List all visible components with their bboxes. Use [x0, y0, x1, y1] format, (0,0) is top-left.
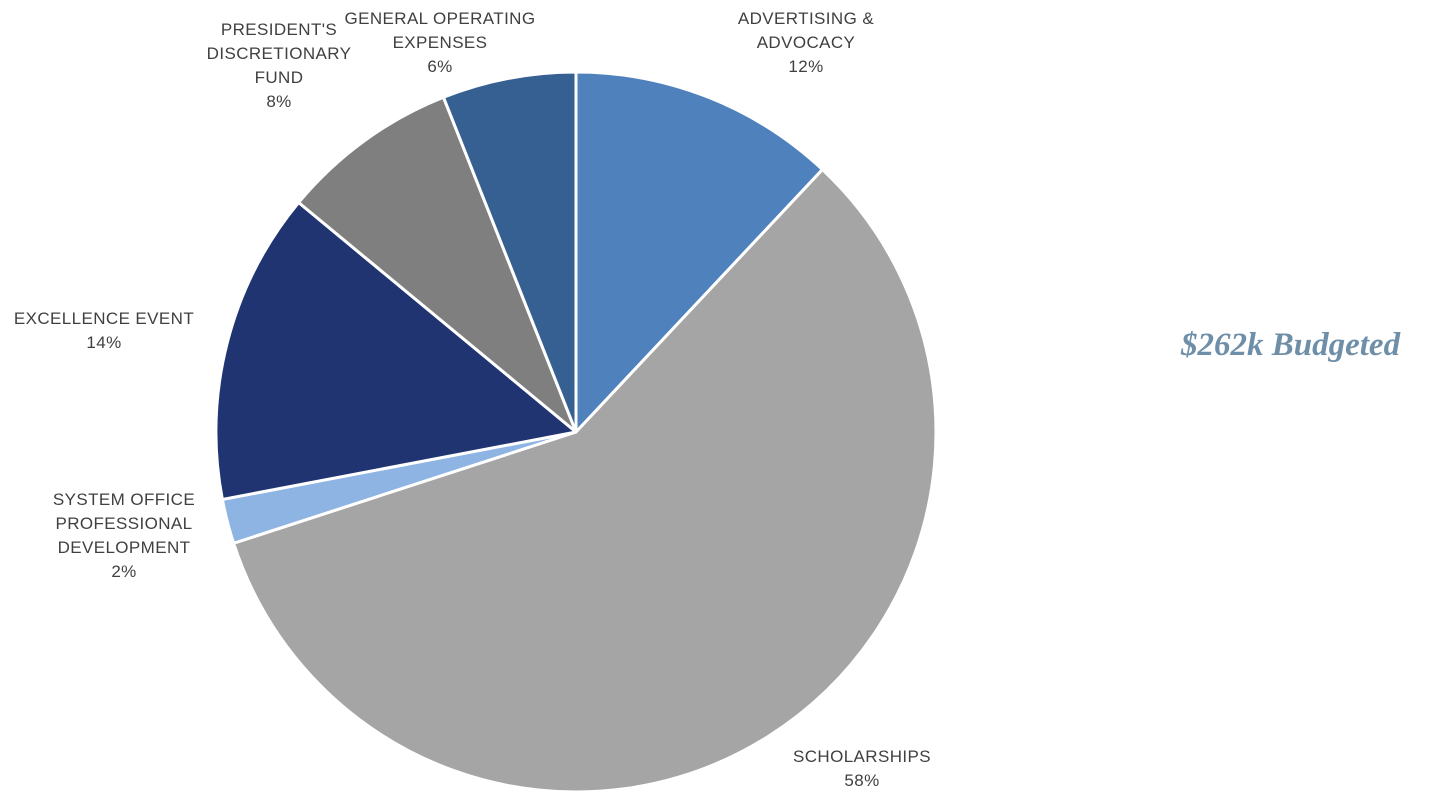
slice-percent: 58% [844, 771, 879, 790]
slice-name-line: SYSTEM OFFICE [53, 490, 195, 509]
pie-slice-5 [441, 70, 578, 434]
slice-name-line: GENERAL OPERATING [344, 9, 535, 28]
slice-name-line: PRESIDENT'S [221, 20, 337, 39]
slice-label-5: GENERAL OPERATING EXPENSES 6% [344, 9, 535, 76]
slice-name-line: DEVELOPMENT [58, 538, 191, 557]
slice-percent: 8% [266, 92, 291, 111]
slice-name-line: DISCRETIONARY [207, 44, 352, 63]
pie-slice-3 [214, 201, 578, 501]
slice-percent: 12% [788, 57, 823, 76]
pie-slice-1 [232, 168, 938, 794]
slice-name-line: PROFESSIONAL [55, 514, 192, 533]
slice-name-line: SCHOLARSHIPS [793, 747, 931, 766]
pie-slices [214, 70, 938, 794]
slice-label-1: SCHOLARSHIPS 58% [793, 747, 931, 790]
slice-labels: ADVERTISING & ADVOCACY 12%SCHOLARSHIPS 58%S… [14, 9, 931, 790]
slice-label-0: ADVERTISING & ADVOCACY 12% [738, 9, 874, 76]
slice-percent: 2% [111, 562, 136, 581]
pie-slice-0 [574, 70, 824, 434]
pie-slice-4 [297, 95, 578, 434]
slice-name-line: ADVOCACY [757, 33, 856, 52]
slice-name-line: FUND [255, 68, 304, 87]
budget-annotation: $262k Budgeted [1181, 327, 1401, 363]
slice-name-line: ADVERTISING & [738, 9, 874, 28]
slice-name-line: EXPENSES [393, 33, 488, 52]
slice-name-line: EXCELLENCE EVENT [14, 309, 194, 328]
slice-label-4: PRESIDENT'S DISCRETIONARY FUND 8% [207, 20, 352, 111]
slice-percent: 14% [86, 333, 121, 352]
slice-percent: 6% [427, 57, 452, 76]
slice-label-3: EXCELLENCE EVENT 14% [14, 309, 194, 352]
slice-label-2: SYSTEM OFFICE PROFESSIONAL DEVELOPMENT 2% [53, 490, 195, 581]
